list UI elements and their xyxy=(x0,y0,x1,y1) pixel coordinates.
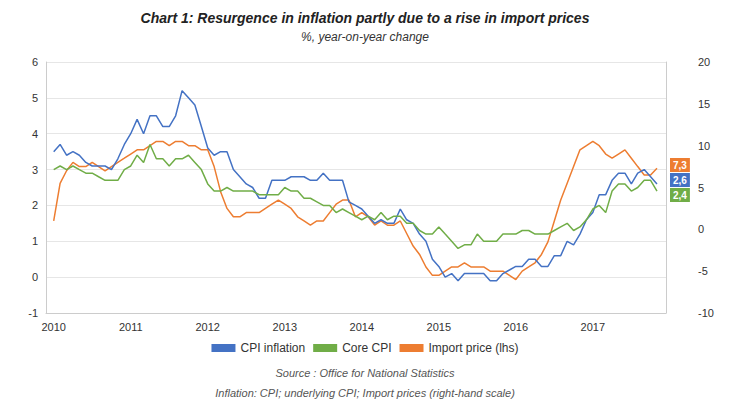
svg-text:-1: -1 xyxy=(28,307,38,319)
svg-text:CPI inflation: CPI inflation xyxy=(240,341,305,355)
svg-text:5: 5 xyxy=(698,182,704,194)
svg-text:2012: 2012 xyxy=(195,321,219,333)
svg-text:Core CPI: Core CPI xyxy=(342,341,391,355)
svg-text:%, year-on-year change: %, year-on-year change xyxy=(301,30,429,44)
svg-text:2,6: 2,6 xyxy=(673,175,687,186)
svg-text:2010: 2010 xyxy=(41,321,65,333)
svg-text:7,3: 7,3 xyxy=(673,160,687,171)
svg-text:2016: 2016 xyxy=(504,321,528,333)
svg-text:2: 2 xyxy=(32,199,38,211)
svg-text:2011: 2011 xyxy=(119,321,143,333)
svg-text:Source : Office for National S: Source : Office for National Statistics xyxy=(275,367,455,379)
svg-text:3: 3 xyxy=(32,164,38,176)
svg-text:10: 10 xyxy=(698,140,710,152)
svg-text:2,4: 2,4 xyxy=(673,190,687,201)
svg-text:20: 20 xyxy=(698,56,710,68)
svg-text:2014: 2014 xyxy=(350,321,374,333)
svg-text:-10: -10 xyxy=(698,307,714,319)
svg-text:5: 5 xyxy=(32,92,38,104)
svg-text:0: 0 xyxy=(698,223,704,235)
svg-text:2013: 2013 xyxy=(273,321,297,333)
svg-text:4: 4 xyxy=(32,128,38,140)
svg-text:1: 1 xyxy=(32,235,38,247)
svg-text:Chart 1: Resurgence in inflati: Chart 1: Resurgence in inflation partly … xyxy=(141,10,590,26)
svg-text:Inflation: CPI; underlying CPI: Inflation: CPI; underlying CPI; Import p… xyxy=(215,387,515,399)
svg-text:2015: 2015 xyxy=(427,321,451,333)
svg-text:15: 15 xyxy=(698,98,710,110)
svg-text:6: 6 xyxy=(32,56,38,68)
svg-text:2017: 2017 xyxy=(581,321,605,333)
svg-text:-5: -5 xyxy=(698,265,708,277)
svg-text:Import price (lhs): Import price (lhs) xyxy=(429,341,519,355)
svg-text:0: 0 xyxy=(32,271,38,283)
